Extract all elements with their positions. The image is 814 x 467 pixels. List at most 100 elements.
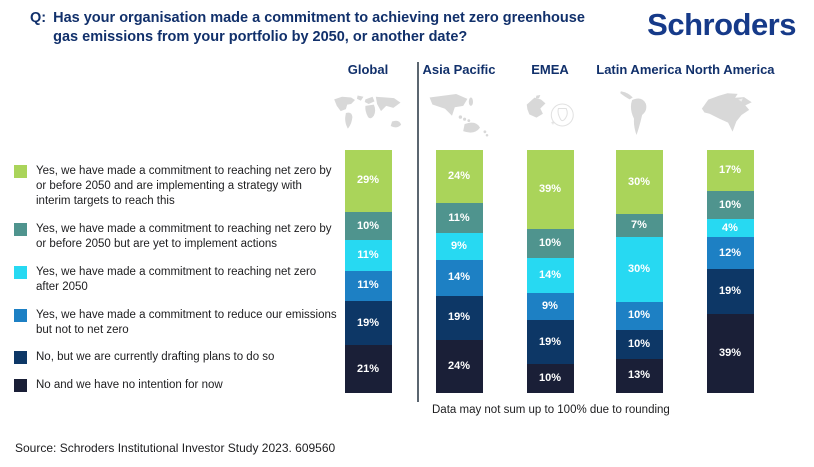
column-header: North America xyxy=(685,62,775,77)
stacked-bar: 24% 11% 9% 14% 19% 24% xyxy=(435,150,483,393)
legend-swatch xyxy=(14,379,27,393)
column-header: Global xyxy=(347,62,389,77)
segment-value-label: 19% xyxy=(718,285,742,298)
segment-value-label: 10% xyxy=(538,372,562,385)
segment-value-label: 4% xyxy=(722,221,738,234)
bar-segment: 21% xyxy=(344,345,392,394)
stacked-bar: 30% 7% 30% 10% 10% 13% xyxy=(615,150,663,393)
column-header: Latin America xyxy=(596,62,682,77)
asia-pacific-map-icon xyxy=(429,94,489,137)
bar-segment: 10% xyxy=(526,364,574,393)
segment-value-label: 14% xyxy=(447,271,471,284)
legend-swatch xyxy=(14,222,27,236)
bar-segment: 14% xyxy=(526,257,574,294)
legend-swatch xyxy=(14,165,27,178)
segment-value-label: 17% xyxy=(718,163,742,176)
legend-item: Yes, we have made a commitment to reachi… xyxy=(14,222,338,252)
bar-segment: 9% xyxy=(435,233,483,261)
schroders-logo: Schroders xyxy=(647,7,796,42)
column-header: Asia Pacific xyxy=(422,62,496,77)
question-text: Has your organisation made a commitment … xyxy=(53,10,585,46)
segment-value-label: 11% xyxy=(357,249,379,261)
legend-item: No and we have no intention for now xyxy=(14,378,338,393)
map-box xyxy=(505,86,595,144)
question-prefix: Q: xyxy=(30,10,47,26)
segment-value-label: 13% xyxy=(627,369,651,382)
chart-column: EMEA 39% 10% 14% 9% 19% 10% xyxy=(505,62,595,393)
segment-value-label: 10% xyxy=(718,198,742,211)
segment-value-label: 10% xyxy=(538,237,562,250)
bar-segment: 39% xyxy=(706,313,754,394)
legend-item: No, but we are currently drafting plans … xyxy=(14,350,338,365)
segment-value-label: 11% xyxy=(357,279,379,292)
segment-value-label: 12% xyxy=(718,246,742,259)
source-note: Source: Schroders Institutional Investor… xyxy=(15,441,336,455)
chart-column: North America 17% 10% 4% 12% 19% 39% xyxy=(685,62,775,394)
chart-column: Asia Pacific 24% 11% 9% 14% 19% 24% xyxy=(414,62,504,393)
stacked-bar: 29% 10% 11% 11% 19% 21% xyxy=(344,150,392,394)
legend-item-label: Yes, we have made a commitment to reduce… xyxy=(36,308,337,336)
bar-segment: 10% xyxy=(344,211,392,241)
segment-value-label: 10% xyxy=(356,219,380,232)
segment-value-label: 39% xyxy=(718,346,742,359)
stacked-bar: 17% 10% 4% 12% 19% 39% xyxy=(706,150,754,394)
bar-segment: 11% xyxy=(344,240,392,271)
bar-segment: 10% xyxy=(615,301,663,331)
chart-column: Latin America 30% 7% 30% 10% 10% 13% xyxy=(594,62,684,393)
segment-value-label: 7% xyxy=(631,219,647,232)
segment-value-label: 39% xyxy=(538,183,562,196)
stacked-bar: 39% 10% 14% 9% 19% 10% xyxy=(526,150,574,393)
bar-segment: 7% xyxy=(615,214,663,238)
bar-segment: 12% xyxy=(706,237,754,270)
column-header: EMEA xyxy=(531,62,569,77)
bar-segment: 24% xyxy=(435,150,483,204)
segment-value-label: 10% xyxy=(627,338,651,351)
segment-value-label: 19% xyxy=(356,316,380,329)
legend-swatch xyxy=(14,265,27,279)
bar-segment: 30% xyxy=(615,237,663,302)
divider-line xyxy=(417,62,419,402)
segment-value-label: 24% xyxy=(447,170,471,183)
segment-value-label: 30% xyxy=(627,263,651,276)
bar-segment: 29% xyxy=(344,150,392,212)
legend-item-label: No and we have no intention for now xyxy=(36,379,223,392)
bar-segment: 9% xyxy=(526,293,574,321)
bar-segment: 19% xyxy=(435,295,483,340)
bar-segment: 10% xyxy=(526,229,574,258)
bar-segment: 11% xyxy=(344,270,392,301)
legend-swatch xyxy=(14,308,27,322)
segment-value-label: 11% xyxy=(448,211,470,224)
segment-value-label: 19% xyxy=(447,311,471,324)
emea-africa-map-icon xyxy=(526,94,574,127)
bar-segment: 14% xyxy=(435,260,483,296)
legend-item-label: Yes, we have made a commitment to reachi… xyxy=(36,222,332,250)
segment-value-label: 21% xyxy=(356,362,380,375)
segment-value-label: 14% xyxy=(538,269,562,282)
legend: Yes, we have made a commitment to reachi… xyxy=(14,164,338,393)
bar-segment: 39% xyxy=(526,150,574,230)
legend-item: Yes, we have made a commitment to reduce… xyxy=(14,308,338,338)
bar-segment: 19% xyxy=(526,320,574,365)
legend-item: Yes, we have made a commitment to reachi… xyxy=(14,265,338,295)
bar-segment: 19% xyxy=(344,300,392,346)
segment-value-label: 24% xyxy=(447,359,471,372)
page-title: Q: Has your organisation made a commitme… xyxy=(30,9,605,47)
bar-segment: 10% xyxy=(706,190,754,220)
bar-segment: 10% xyxy=(615,330,663,359)
segment-value-label: 10% xyxy=(627,309,651,322)
bar-segment: 17% xyxy=(706,150,754,191)
segment-value-label: 9% xyxy=(451,240,467,253)
map-box xyxy=(323,86,413,144)
map-box xyxy=(685,86,775,144)
bar-segment: 19% xyxy=(706,269,754,314)
bar-segment: 4% xyxy=(706,219,754,238)
segment-value-label: 9% xyxy=(542,300,558,313)
legend-item: Yes, we have made a commitment to reachi… xyxy=(14,164,338,209)
bar-segment: 30% xyxy=(615,150,663,215)
world-map-icon xyxy=(334,95,402,129)
segment-value-label: 19% xyxy=(538,335,562,348)
legend-item-label: Yes, we have made a commitment to reachi… xyxy=(36,265,317,293)
segment-value-label: 29% xyxy=(356,174,380,187)
legend-swatch xyxy=(14,351,27,365)
